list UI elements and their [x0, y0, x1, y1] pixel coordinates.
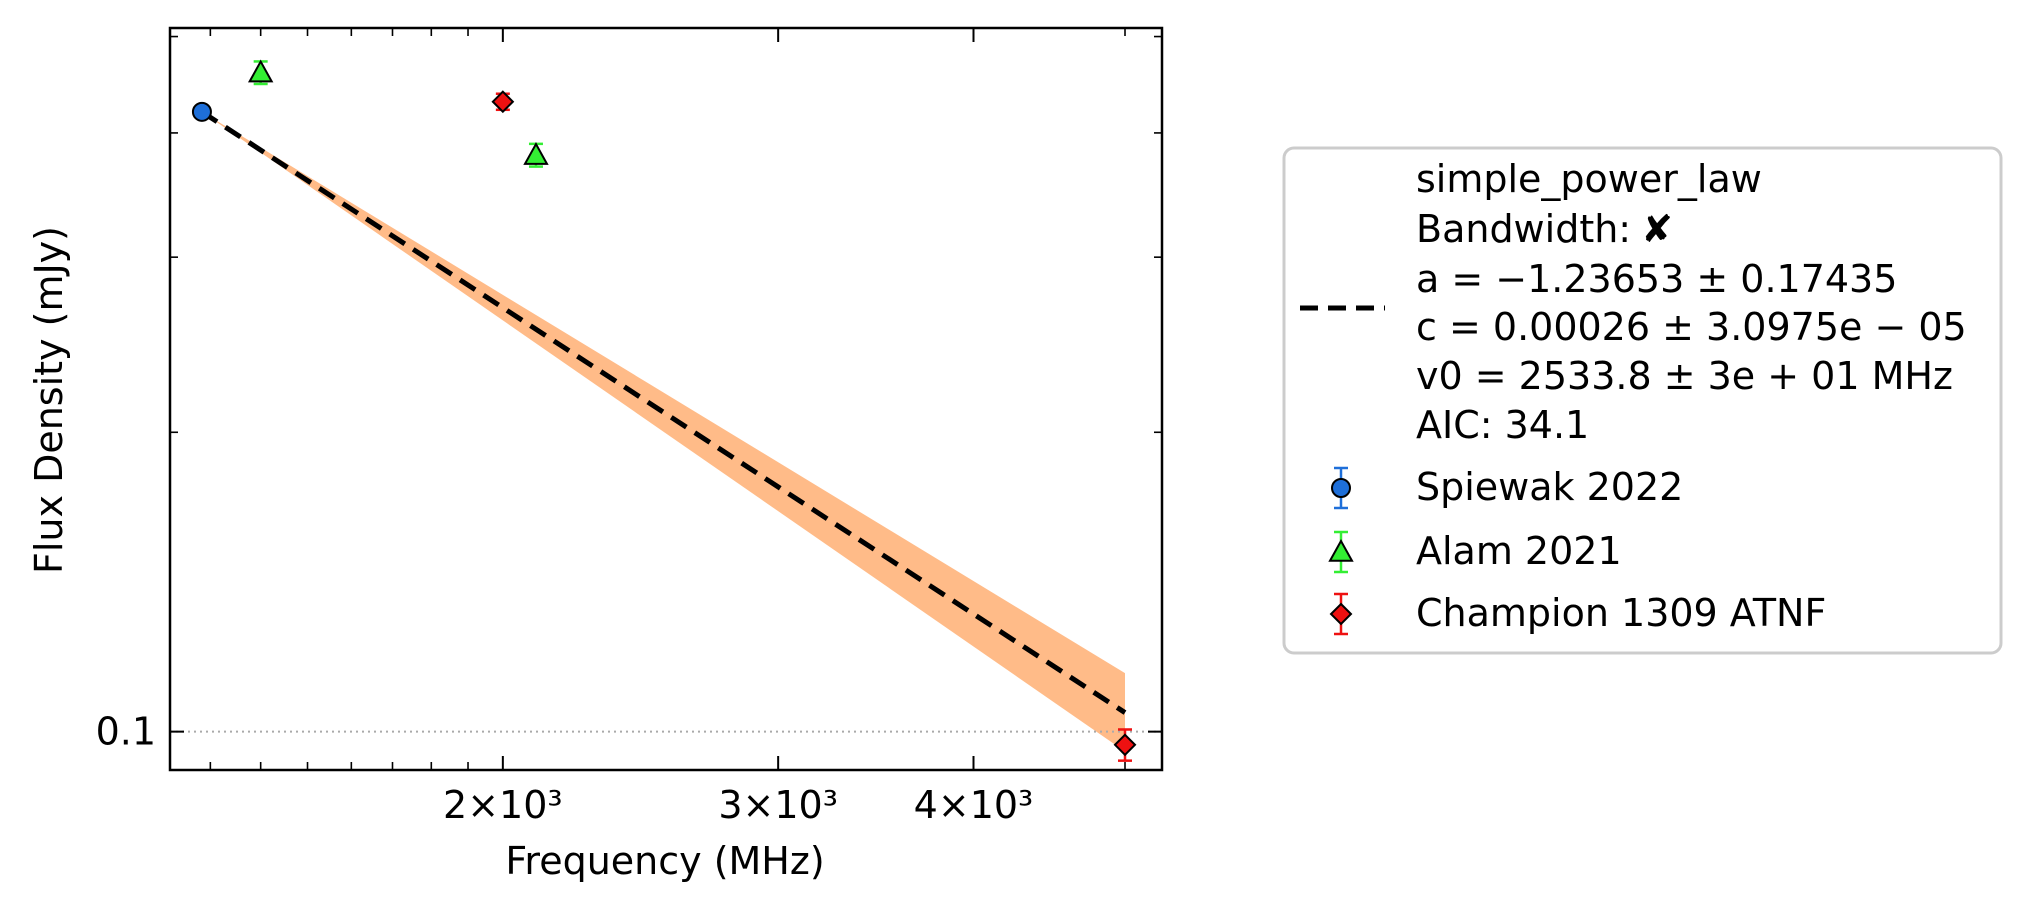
x-axis-label: Frequency (MHz) [505, 839, 824, 883]
x-tick-label: 2×10³ [443, 783, 563, 827]
legend-fit-param-c: c = 0.00026 ± 3.0975e − 05 [1416, 305, 1967, 349]
legend-entry-alam-label: Alam 2021 [1416, 529, 1622, 573]
legend-fit-aic: AIC: 34.1 [1416, 403, 1589, 447]
plot-area: 2×10³ 3×10³ 4×10³ 0.1 [96, 26, 1164, 827]
legend-series-entries [1328, 466, 1354, 636]
legend-marker-diamond [1329, 602, 1353, 626]
legend-marker-triangle [1328, 538, 1354, 562]
data-point-triangle [523, 142, 549, 165]
bandwidth-cross-icon: ✘ [1641, 207, 1673, 251]
data-point-diamond [1113, 733, 1137, 757]
legend-entry-champion-label: Champion 1309 ATNF [1416, 591, 1826, 635]
legend-fit-name: simple_power_law [1416, 157, 1762, 201]
y-tick-label: 0.1 [96, 710, 156, 754]
legend-fit-param-v0: v0 = 2533.8 ± 3e + 01 MHz [1416, 354, 1953, 398]
legend-marker-circle [1331, 478, 1351, 498]
data-point-triangle [247, 59, 274, 83]
legend: simple_power_law Bandwidth: ✘ a = −1.2365… [1282, 146, 2003, 655]
legend-fit-bandwidth: Bandwidth: ✘ [1416, 207, 1673, 251]
x-tick-label: 3×10³ [718, 783, 838, 827]
legend-entry-spiewak-label: Spiewak 2022 [1416, 465, 1683, 509]
y-axis-label: Flux Density (mJy) [27, 226, 71, 574]
axes-frame [168, 26, 1164, 772]
legend-fit-bandwidth-label: Bandwidth: [1416, 207, 1631, 251]
x-tick-label: 4×10³ [914, 783, 1034, 827]
legend-fit-param-a: a = −1.23653 ± 0.17435 [1416, 257, 1897, 301]
data-point-circle [191, 101, 212, 122]
legend-frame [1282, 146, 2003, 655]
fit-line [200, 109, 1127, 715]
fit-uncertainty-band [201, 111, 1126, 752]
data-point-diamond [491, 90, 515, 114]
